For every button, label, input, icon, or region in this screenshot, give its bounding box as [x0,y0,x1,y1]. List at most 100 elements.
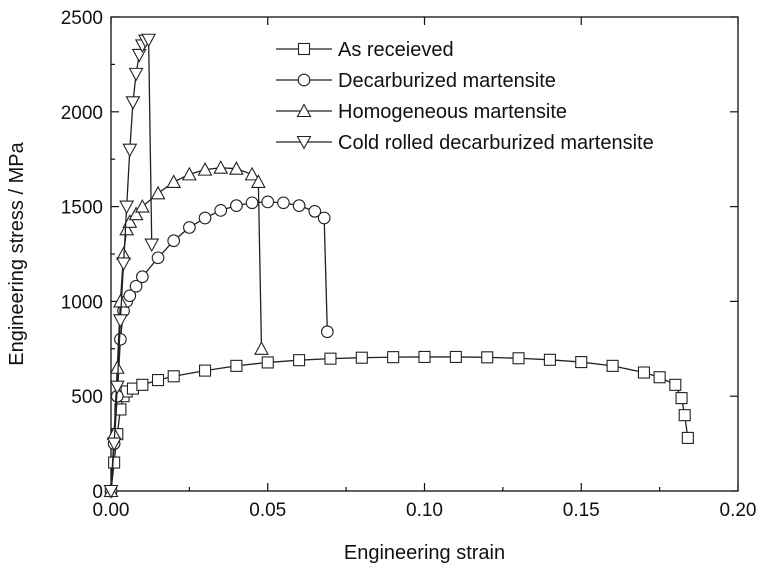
data-point [653,371,666,384]
data-point [293,354,306,367]
data-point [512,352,525,365]
data-point [136,378,149,391]
legend-label: Homogeneous martensite [338,101,567,123]
data-point [197,161,213,176]
series-triangle-up [103,160,269,498]
data-point [244,166,260,181]
legend-marker [297,42,311,56]
data-point [292,199,306,213]
data-point [128,67,144,82]
data-point [198,211,212,225]
data-point [418,350,431,364]
data-point [254,341,269,355]
x-tick-label: 0.10 [406,500,443,521]
data-point [136,270,149,284]
y-tick-label: 500 [71,387,103,408]
data-point [122,214,138,228]
data-point [681,431,694,444]
data-point [112,293,128,308]
data-point [125,96,141,110]
data-point [112,314,128,329]
legend-marker [297,73,311,87]
data-point [122,143,138,158]
legend-entry: Decarburized martensite [276,70,556,92]
series-layer [103,33,694,499]
data-point [109,360,125,374]
data-point [166,174,182,189]
data-point [144,238,160,253]
data-point [575,356,588,369]
data-point [134,198,150,213]
data-point [678,409,691,422]
data-point [228,161,244,175]
data-point [151,374,165,387]
legend-label: As receieved [338,39,454,61]
series-line [110,201,328,492]
data-point [669,378,682,391]
series-line [110,356,689,492]
x-tick-label: 0.20 [720,500,757,521]
data-point [141,33,157,48]
legend-marker [296,103,312,118]
data-point [213,160,229,174]
x-tick-label: 0.05 [249,500,286,521]
data-point [543,353,556,366]
y-tick-label: 2000 [61,103,103,124]
data-point [230,359,243,372]
data-point [230,199,243,213]
data-point [199,364,212,377]
data-point [449,350,462,364]
y-tick-label: 2500 [61,8,103,29]
data-point [261,195,275,209]
y-tick-label: 0 [92,482,103,503]
plot-area: 0.00 0.05 0.10 0.15 0.20 0 500 1000 1500 2000 2500 [61,8,757,521]
data-point [131,48,147,63]
series-triangle-down [103,33,160,499]
data-point [181,166,197,181]
data-point [277,196,290,210]
data-point [123,289,137,303]
legend-entry: As receieved [276,39,454,61]
series-line [110,38,153,492]
data-point [245,196,259,210]
data-point [119,221,135,236]
legend-entry: Cold rolled decarburized martensite [276,132,654,154]
data-point [114,332,127,346]
data-point [675,392,688,405]
data-point [103,484,119,499]
data-point [167,370,180,383]
data-point [151,251,165,265]
series-circle [104,195,334,498]
y-tick-label: 1500 [61,198,103,219]
data-point [606,359,619,372]
data-point [355,351,368,364]
data-point [129,279,143,293]
x-tick-label: 0.15 [563,500,600,521]
legend-marker [296,135,312,150]
legend-entry: Homogeneous martensite [276,101,567,123]
legend: As receieved Decarburized martensite Homog… [276,39,654,154]
data-point [106,437,122,452]
series-square [104,350,694,498]
legend-label: Cold rolled decarburized martensite [338,132,654,154]
y-axis-title: Engineering stress / MPa [6,141,28,365]
x-axis-title: Engineering strain [344,542,505,564]
data-point [116,257,131,272]
data-point [150,185,166,200]
data-point [109,380,125,395]
data-point [183,221,196,234]
data-point [128,206,144,221]
data-point [214,204,228,217]
data-point [250,174,266,189]
x-tick-label: 0.00 [93,500,130,521]
data-point [637,366,651,379]
data-point [481,351,494,364]
legend-label: Decarburized martensite [338,70,556,92]
data-point [119,200,135,215]
data-point [308,204,322,218]
y-tick-label: 1000 [61,292,103,313]
data-point [387,351,400,364]
data-point [108,456,121,469]
data-point [167,234,181,248]
